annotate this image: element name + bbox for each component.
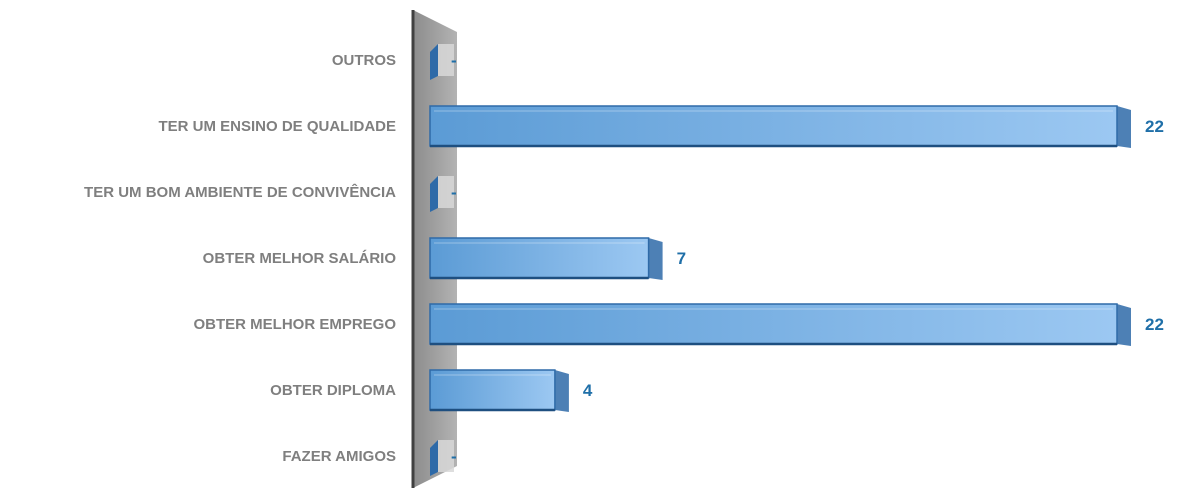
bar-obter-melhor-salario	[429, 237, 663, 280]
bar-front	[429, 303, 1118, 345]
category-labels: FAZER AMIGOS OBTER DIPLOMA OBTER MELHOR EM…	[84, 52, 396, 465]
category-label-obter-melhor-salario: OBTER MELHOR SALÁRIO	[203, 250, 397, 267]
value-labels: - 4 22 7 - 22 -	[451, 51, 1164, 466]
bar-end-face	[648, 238, 663, 280]
category-label-obter-diploma: OBTER DIPLOMA	[270, 382, 396, 399]
value-label-obter-melhor-emprego: 22	[1145, 315, 1164, 334]
category-label-ter-um-ensino-de-qualidade: TER UM ENSINO DE QUALIDADE	[158, 118, 396, 135]
bar-end-face	[1117, 304, 1131, 346]
bar-ter-um-ensino-de-qualidade	[429, 105, 1131, 148]
bar-stub-side	[430, 176, 438, 212]
value-label-ter-um-ensino-de-qualidade: 22	[1145, 117, 1164, 136]
bar-outros	[430, 44, 454, 80]
bar-end-face	[554, 370, 569, 412]
bar-stub-cap	[438, 440, 454, 472]
bars-group	[429, 44, 1131, 476]
value-label-ter-um-bom-ambiente-de-convivencia: -	[451, 183, 457, 202]
bar-front	[429, 105, 1118, 147]
category-label-ter-um-bom-ambiente-de-convivencia: TER UM BOM AMBIENTE DE CONVIVÊNCIA	[84, 183, 396, 201]
category-label-outros: OUTROS	[332, 52, 396, 69]
category-label-fazer-amigos: FAZER AMIGOS	[282, 448, 396, 465]
value-label-outros: -	[451, 51, 457, 70]
bar-fazer-amigos	[430, 440, 454, 476]
bar-stub-side	[430, 44, 438, 80]
bar-ter-um-bom-ambiente-de-convivencia	[430, 176, 454, 212]
bar-obter-diploma	[429, 369, 569, 412]
bar-end-face	[1117, 106, 1131, 148]
bar-stub-side	[430, 440, 438, 476]
value-label-obter-melhor-salario: 7	[677, 249, 686, 268]
bar-obter-melhor-emprego	[429, 303, 1131, 346]
bar-front	[429, 237, 650, 279]
value-label-obter-diploma: 4	[583, 381, 593, 400]
category-label-obter-melhor-emprego: OBTER MELHOR EMPREGO	[193, 316, 396, 333]
bar-front	[429, 369, 556, 411]
value-label-fazer-amigos: -	[451, 447, 457, 466]
bar-stub-cap	[438, 176, 454, 208]
bar-stub-cap	[438, 44, 454, 76]
